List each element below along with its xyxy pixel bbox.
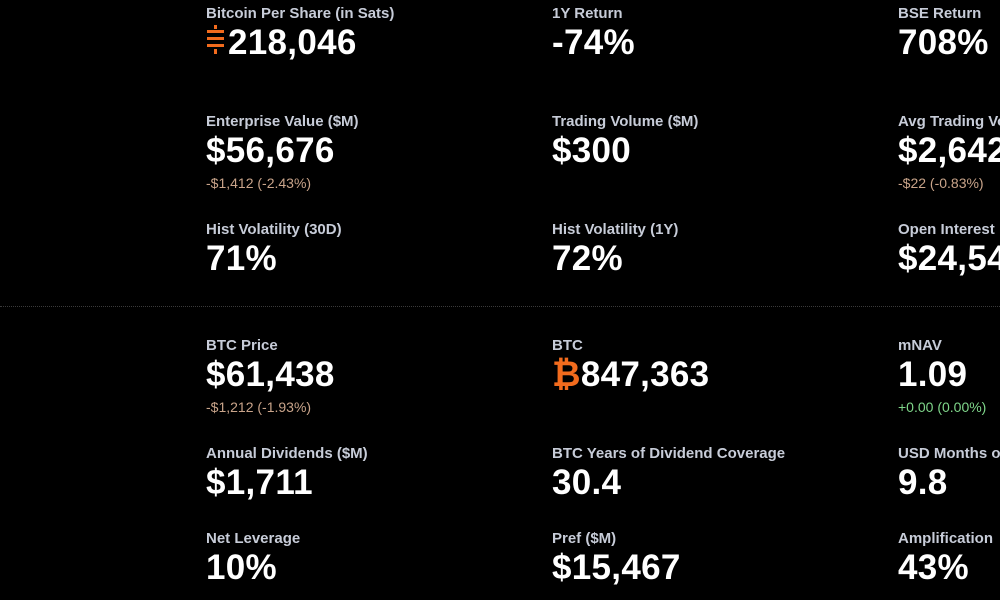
metric-label: USD Months o: [898, 445, 1000, 462]
metric-value: 1.09: [898, 355, 968, 394]
metric-value: 218,046: [206, 23, 394, 63]
metric-label: mNAV: [898, 337, 942, 354]
metric-label: Pref ($M): [552, 530, 617, 547]
metric-value: 9.8: [898, 463, 948, 502]
metric-label: BSE Return: [898, 5, 982, 22]
metric-value: 43%: [898, 548, 969, 587]
metric-label: BTC: [552, 337, 583, 354]
metric-value: 10%: [206, 548, 277, 587]
metric-label: BTC Years of Dividend Coverage: [552, 445, 786, 462]
metric-value: 708%: [898, 23, 989, 62]
metric-value: $61,438: [206, 355, 335, 394]
metric-enterprise-value: Enterprise Value ($M) $56,676 -$1,412 (-…: [206, 113, 359, 192]
metric-value: 72%: [552, 239, 623, 278]
metric-label: Bitcoin Per Share (in Sats): [206, 5, 395, 22]
bitcoin-icon: ₿: [552, 355, 581, 394]
metric-value: $1,711: [206, 463, 313, 502]
metric-bse-return: BSE Return 708%: [898, 5, 989, 63]
metric-change: +0.00 (0.00%): [898, 399, 987, 415]
metric-label: Hist Volatility (30D): [206, 221, 342, 238]
sats-icon: [206, 25, 226, 56]
metric-value-number: 218,046: [228, 23, 357, 62]
metric-label: Enterprise Value ($M): [206, 113, 359, 130]
metric-trading-volume: Trading Volume ($M) $300: [552, 113, 698, 171]
metric-annual-dividends: Annual Dividends ($M) $1,711: [206, 445, 368, 503]
metric-label: Annual Dividends ($M): [206, 445, 368, 462]
metric-open-interest: Open Interest $24,54: [898, 221, 1000, 279]
metric-label: Net Leverage: [206, 530, 301, 547]
metric-value: $56,676: [206, 131, 335, 170]
metric-label: 1Y Return: [552, 5, 623, 22]
metric-label: Avg Trading Vo: [898, 113, 1000, 130]
metric-btc-price: BTC Price $61,438 -$1,212 (-1.93%): [206, 337, 335, 416]
metric-value: 71%: [206, 239, 277, 278]
metric-label: Trading Volume ($M): [552, 113, 699, 130]
metric-change: -$1,212 (-1.93%): [206, 399, 312, 415]
metric-bitcoin-per-share: Bitcoin Per Share (in Sats) 218,046: [206, 5, 394, 63]
metric-value: ₿847,363: [552, 355, 709, 395]
metric-pref: Pref ($M) $15,467: [552, 530, 681, 588]
metric-label: Open Interest: [898, 221, 995, 238]
metric-change: -$22 (-0.83%): [898, 175, 984, 191]
metric-value: 30.4: [552, 463, 622, 502]
metric-label: Amplification: [898, 530, 994, 547]
metric-mnav: mNAV 1.09 +0.00 (0.00%): [898, 337, 986, 416]
metric-usd-months: USD Months o 9.8: [898, 445, 1000, 503]
metric-btc-years-dividend-coverage: BTC Years of Dividend Coverage 30.4: [552, 445, 785, 503]
metric-label: Hist Volatility (1Y): [552, 221, 679, 238]
metric-value: $15,467: [552, 548, 681, 587]
metric-value: $24,54: [898, 239, 1000, 278]
metric-value: $2,642: [898, 131, 1000, 170]
metric-change: -$1,412 (-2.43%): [206, 175, 312, 191]
metric-label: BTC Price: [206, 337, 278, 354]
metric-hist-volatility-30d: Hist Volatility (30D) 71%: [206, 221, 342, 279]
metric-avg-trading-volume: Avg Trading Vo $2,642 -$22 (-0.83%): [898, 113, 1000, 192]
metric-value: $300: [552, 131, 632, 170]
metric-btc-holdings: BTC ₿847,363: [552, 337, 709, 395]
metric-amplification: Amplification 43%: [898, 530, 993, 588]
metric-1y-return: 1Y Return -74%: [552, 5, 635, 63]
metric-value-number: 847,363: [580, 355, 710, 394]
metric-net-leverage: Net Leverage 10%: [206, 530, 300, 588]
metric-value: -74%: [552, 23, 635, 62]
section-divider: [0, 306, 1000, 307]
metric-hist-volatility-1y: Hist Volatility (1Y) 72%: [552, 221, 678, 279]
